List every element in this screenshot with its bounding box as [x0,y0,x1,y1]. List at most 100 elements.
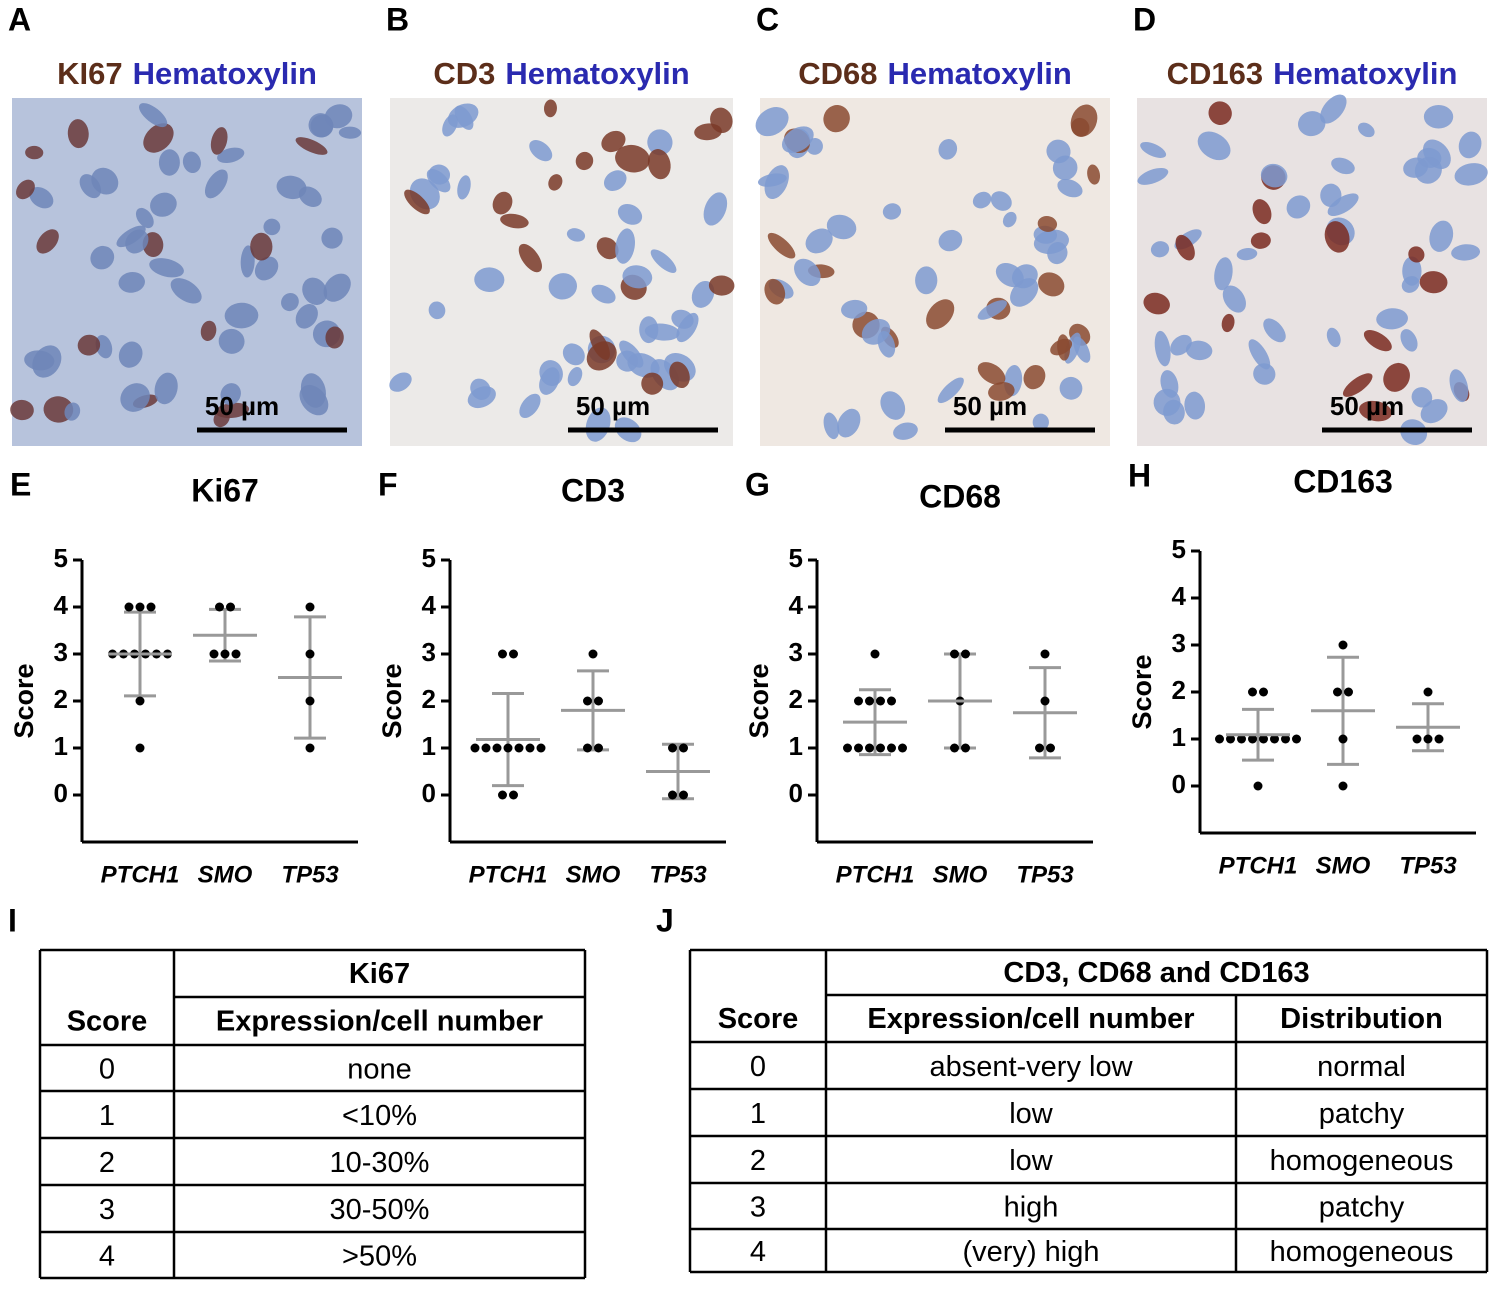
cell-nucleus [298,186,322,207]
cell-nucleus [1383,362,1410,392]
y-axis-label: Score [1127,654,1157,729]
data-point [1248,687,1257,697]
cell-nucleus [1037,215,1058,232]
cell-nucleus [1154,330,1171,367]
cell-nucleus [972,191,992,209]
cell-nucleus [764,165,789,200]
y-tick-label: 0 [1172,769,1186,799]
cell-nucleus [1023,364,1046,390]
cell-nucleus [615,144,650,173]
cell-nucleus [500,213,529,229]
cell-nucleus [1324,221,1350,253]
x-tick-label: TP53 [1016,861,1074,888]
cell-nucleus [755,107,789,137]
data-point [887,743,896,753]
data-point [961,649,970,659]
data-point [215,602,224,612]
cell-nucleus [1263,318,1286,343]
cell-nucleus [77,334,101,356]
cell-nucleus [1411,387,1433,408]
cell-nucleus [1401,276,1420,293]
data-point [1423,734,1433,744]
cell-nucleus [650,249,677,273]
chart-title: CD3 [561,472,625,508]
y-tick-label: 5 [789,543,803,573]
table-cell: patchy [1319,1192,1405,1224]
cell-nucleus [217,147,245,163]
column-header: Distribution [1280,1003,1443,1035]
x-tick-label: PTCH1 [1219,852,1298,879]
y-tick-label: 1 [1172,722,1186,752]
cell-nucleus [16,179,35,200]
micrograph [389,98,735,446]
cell-nucleus [781,126,814,153]
cell-nucleus [1363,329,1392,352]
stain-name: CD163 [1167,56,1264,91]
cell-nucleus [1150,241,1170,258]
cell-nucleus [1342,373,1373,397]
stain-name: CD68 [798,56,877,91]
cell-nucleus [143,123,174,153]
cell-nucleus [118,271,145,293]
data-point [594,743,603,753]
data-point [865,743,874,753]
cell-nucleus [539,367,560,395]
cell-nucleus [467,386,496,409]
panel-label: D [1133,1,1156,37]
scale-label: 50 µm [1330,391,1404,421]
cell-nucleus [915,266,938,295]
y-tick-label: 0 [54,778,68,808]
data-point [887,696,896,706]
data-point [226,602,235,612]
data-point [1226,734,1235,744]
table-cell: 1 [750,1098,766,1130]
cell-nucleus [1327,193,1359,217]
cell-nucleus [150,192,177,217]
data-point [1035,743,1044,753]
cell-nucleus [1057,334,1071,361]
cell-nucleus [926,299,955,330]
table-cell: 2 [99,1147,115,1179]
cell-nucleus [1253,363,1276,385]
cell-nucleus [125,229,149,254]
data-point [305,649,315,659]
cell-nucleus [1140,141,1167,158]
cell-nucleus [67,119,89,149]
stain-name: CD3 [433,56,495,91]
cell-nucleus [1221,313,1235,333]
y-tick-label: 2 [54,684,68,714]
cell-nucleus [492,191,513,215]
data-point [481,743,491,753]
panel-label: B [386,1,409,37]
cell-nucleus [1248,339,1271,370]
x-tick-label: TP53 [649,861,707,888]
data-point [525,743,535,753]
data-point [679,743,688,753]
data-point [679,790,688,800]
panel-title: CD163 Hematoxylin [1167,56,1458,91]
cell-nucleus [1286,195,1311,219]
data-point [135,602,145,612]
cell-nucleus [938,229,963,252]
cell-nucleus [529,140,553,162]
cell-nucleus [10,399,34,421]
cell-nucleus [281,292,299,312]
cell-nucleus [474,267,505,293]
data-point [865,696,874,706]
counterstain-name: Hematoxylin [1273,56,1457,91]
data-point [470,743,480,753]
cell-nucleus [428,301,446,320]
data-point [1344,687,1353,697]
y-tick-label: 2 [789,684,803,714]
table-header: CD3, CD68 and CD163 [1003,957,1309,989]
data-point [950,743,959,753]
cell-nucleus [837,408,861,438]
y-tick-label: 3 [54,637,68,667]
data-point [124,602,134,612]
cell-nucleus [321,227,343,249]
cell-nucleus [263,218,281,236]
cell-nucleus [1252,199,1272,225]
y-tick-label: 5 [54,543,68,573]
column-header: Score [67,1006,148,1038]
